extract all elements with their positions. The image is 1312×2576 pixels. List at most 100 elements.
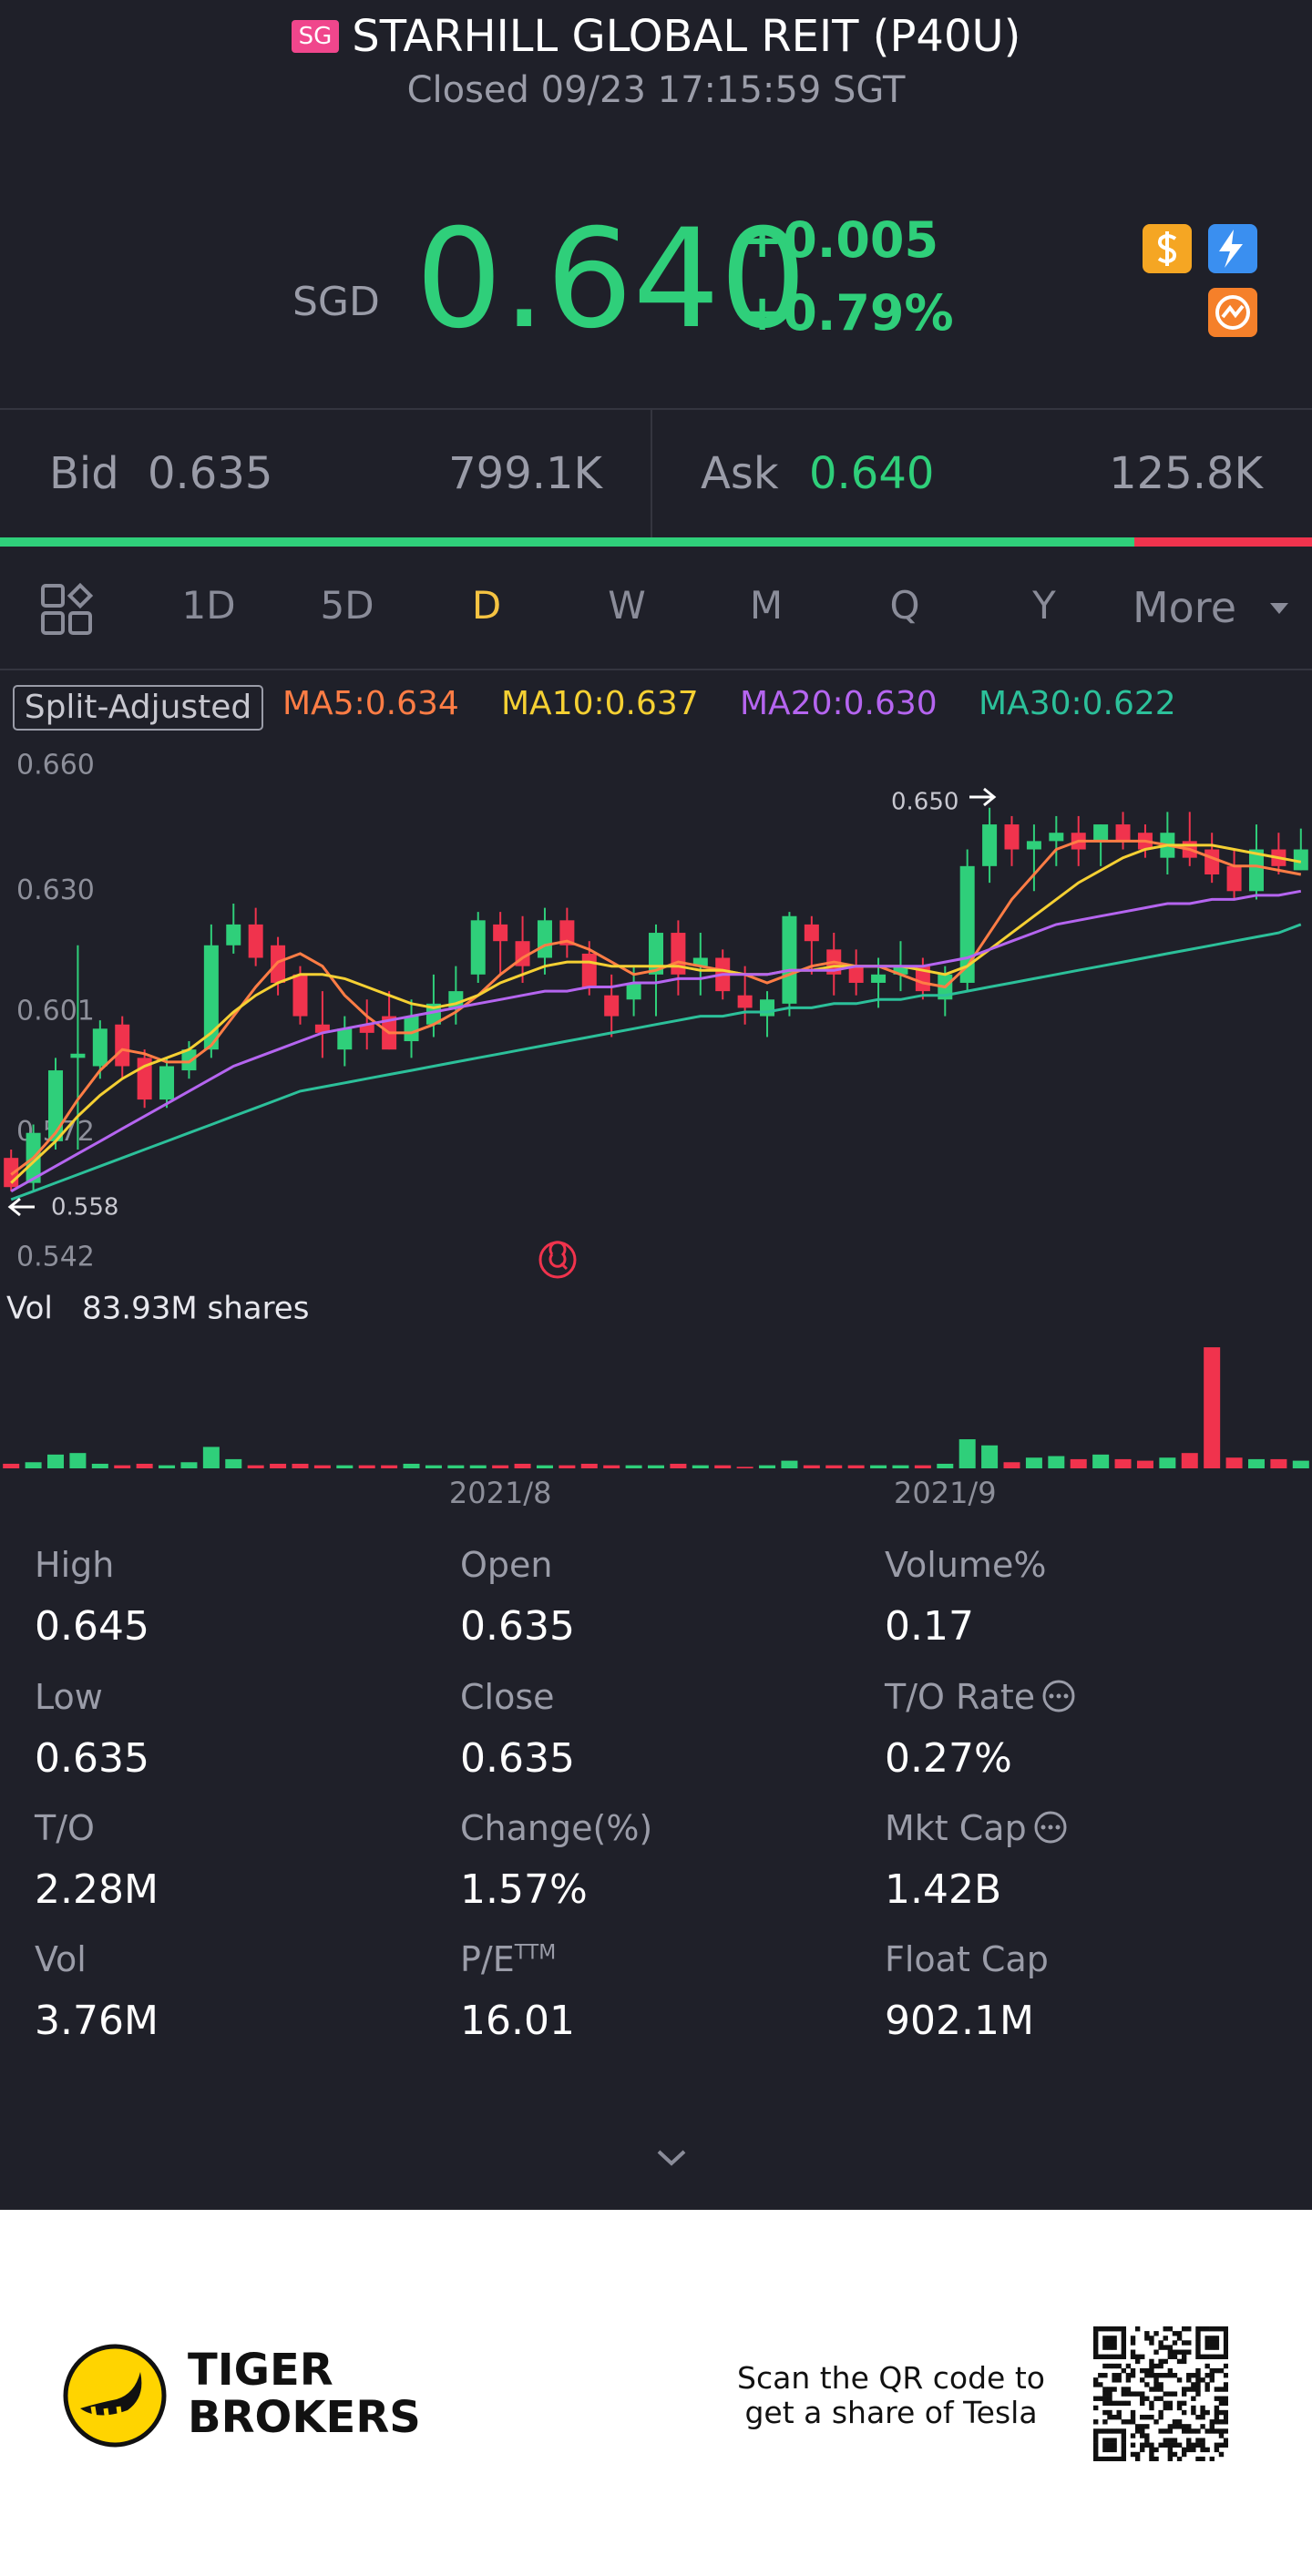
candle-body xyxy=(848,966,864,983)
last-price: 0.640 xyxy=(415,200,807,359)
stat-value: 0.635 xyxy=(460,1603,575,1650)
candle-body xyxy=(581,953,597,987)
qr-module xyxy=(1107,2447,1112,2453)
stat-value: 0.27% xyxy=(885,1735,1012,1782)
dropdown-arrow[interactable] xyxy=(1268,599,1290,618)
period-tab[interactable]: Q xyxy=(889,583,920,628)
high-annotation: 0.650 xyxy=(891,789,958,816)
period-tab[interactable]: 5D xyxy=(320,583,374,628)
bid-price: 0.635 xyxy=(148,448,273,499)
candle-body xyxy=(737,995,753,1008)
qr-module xyxy=(1116,2373,1122,2378)
volume-bar xyxy=(425,1465,442,1468)
qr-module xyxy=(1130,2419,1136,2425)
candle-body xyxy=(959,865,975,983)
bid-label: Bid xyxy=(49,448,119,499)
qr-module xyxy=(1223,2354,1228,2360)
candle-body xyxy=(1248,849,1264,892)
qr-module xyxy=(1223,2363,1228,2369)
qr-module xyxy=(1223,2419,1228,2425)
stat-value: 0.17 xyxy=(885,1603,974,1650)
period-tab[interactable]: More xyxy=(1132,583,1237,632)
volume-bar xyxy=(1136,1460,1153,1468)
volume-bar xyxy=(336,1465,354,1468)
stat-value: 2.28M xyxy=(35,1866,159,1913)
layout-icon[interactable] xyxy=(40,583,95,638)
qr-module xyxy=(1121,2349,1127,2355)
qr-module xyxy=(1112,2456,1117,2461)
qr-module xyxy=(1172,2438,1178,2443)
qr-module xyxy=(1121,2451,1127,2458)
qr-module xyxy=(1125,2363,1132,2369)
qr-module xyxy=(1195,2336,1201,2341)
volume-bar xyxy=(803,1465,820,1468)
qr-module xyxy=(1112,2326,1117,2332)
info-icon[interactable] xyxy=(1032,1809,1069,1845)
low-arrow xyxy=(7,1197,35,1217)
volume-bar xyxy=(625,1465,642,1468)
qr-module xyxy=(1163,2438,1168,2443)
divider xyxy=(0,669,1312,670)
qr-module xyxy=(1186,2438,1192,2443)
qr-module xyxy=(1153,2377,1159,2383)
volume-bar xyxy=(648,1465,664,1468)
stat-label-text: Float Cap xyxy=(885,1939,1049,1979)
qr-module xyxy=(1102,2391,1108,2397)
volume-bar xyxy=(536,1465,553,1468)
qr-module xyxy=(1209,2326,1215,2332)
qr-module xyxy=(1181,2400,1187,2407)
qr-module xyxy=(1195,2331,1201,2336)
qr-module xyxy=(1158,2358,1163,2365)
qr-module xyxy=(1149,2363,1154,2369)
qr-module xyxy=(1121,2419,1127,2425)
volume-bar xyxy=(270,1463,287,1468)
qr-module xyxy=(1102,2456,1108,2461)
qr-module xyxy=(1191,2409,1196,2416)
qr-module xyxy=(1223,2400,1228,2407)
qr-code[interactable] xyxy=(1093,2326,1228,2461)
qr-module xyxy=(1176,2419,1183,2425)
qr-module xyxy=(1158,2363,1163,2369)
expand-chevron[interactable] xyxy=(656,2148,687,2168)
period-tab[interactable]: D xyxy=(471,583,502,628)
qr-module xyxy=(1195,2438,1201,2443)
qr-module xyxy=(1181,2409,1187,2416)
qr-module xyxy=(1204,2387,1210,2392)
stat-label-text: Mkt Cap xyxy=(885,1808,1027,1848)
qr-module xyxy=(1172,2451,1178,2458)
qr-module xyxy=(1176,2377,1183,2383)
ask-size: 125.8K xyxy=(1109,448,1263,499)
candle-body xyxy=(1293,849,1308,871)
candle-body xyxy=(626,982,641,1000)
qr-module xyxy=(1218,2442,1225,2448)
volume-bar xyxy=(202,1446,220,1468)
period-tab[interactable]: M xyxy=(749,583,784,628)
qr-module xyxy=(1158,2340,1163,2346)
info-icon[interactable] xyxy=(1040,1678,1077,1714)
price-change-pct: +0.79% xyxy=(742,284,954,342)
period-tab[interactable]: 1D xyxy=(181,583,236,628)
candle-body xyxy=(1204,849,1220,874)
qr-module xyxy=(1181,2387,1187,2392)
qr-module xyxy=(1121,2428,1127,2434)
event-icon[interactable] xyxy=(538,1241,577,1279)
adjustment-toggle[interactable]: Split-Adjusted xyxy=(13,685,263,731)
volume-bar xyxy=(403,1463,420,1468)
qr-module xyxy=(1195,2340,1201,2346)
qr-module xyxy=(1195,2456,1201,2461)
period-tab[interactable]: W xyxy=(608,583,646,628)
qr-module xyxy=(1112,2387,1117,2392)
period-tab[interactable]: Y xyxy=(1032,583,1056,628)
qr-module xyxy=(1195,2387,1201,2392)
qr-module xyxy=(1181,2358,1187,2365)
feature-icons[interactable] xyxy=(1139,222,1263,339)
candle-body xyxy=(337,1028,353,1050)
qr-module xyxy=(1102,2387,1108,2392)
qr-module xyxy=(1107,2340,1112,2346)
qr-module xyxy=(1200,2409,1205,2416)
qr-module xyxy=(1149,2405,1154,2411)
candle-body xyxy=(226,924,241,946)
qr-module xyxy=(1125,2391,1132,2397)
ma-legend-item: MA20:0.630 xyxy=(740,685,938,722)
market-status: Closed 09/23 17:15:59 SGT xyxy=(406,69,906,111)
